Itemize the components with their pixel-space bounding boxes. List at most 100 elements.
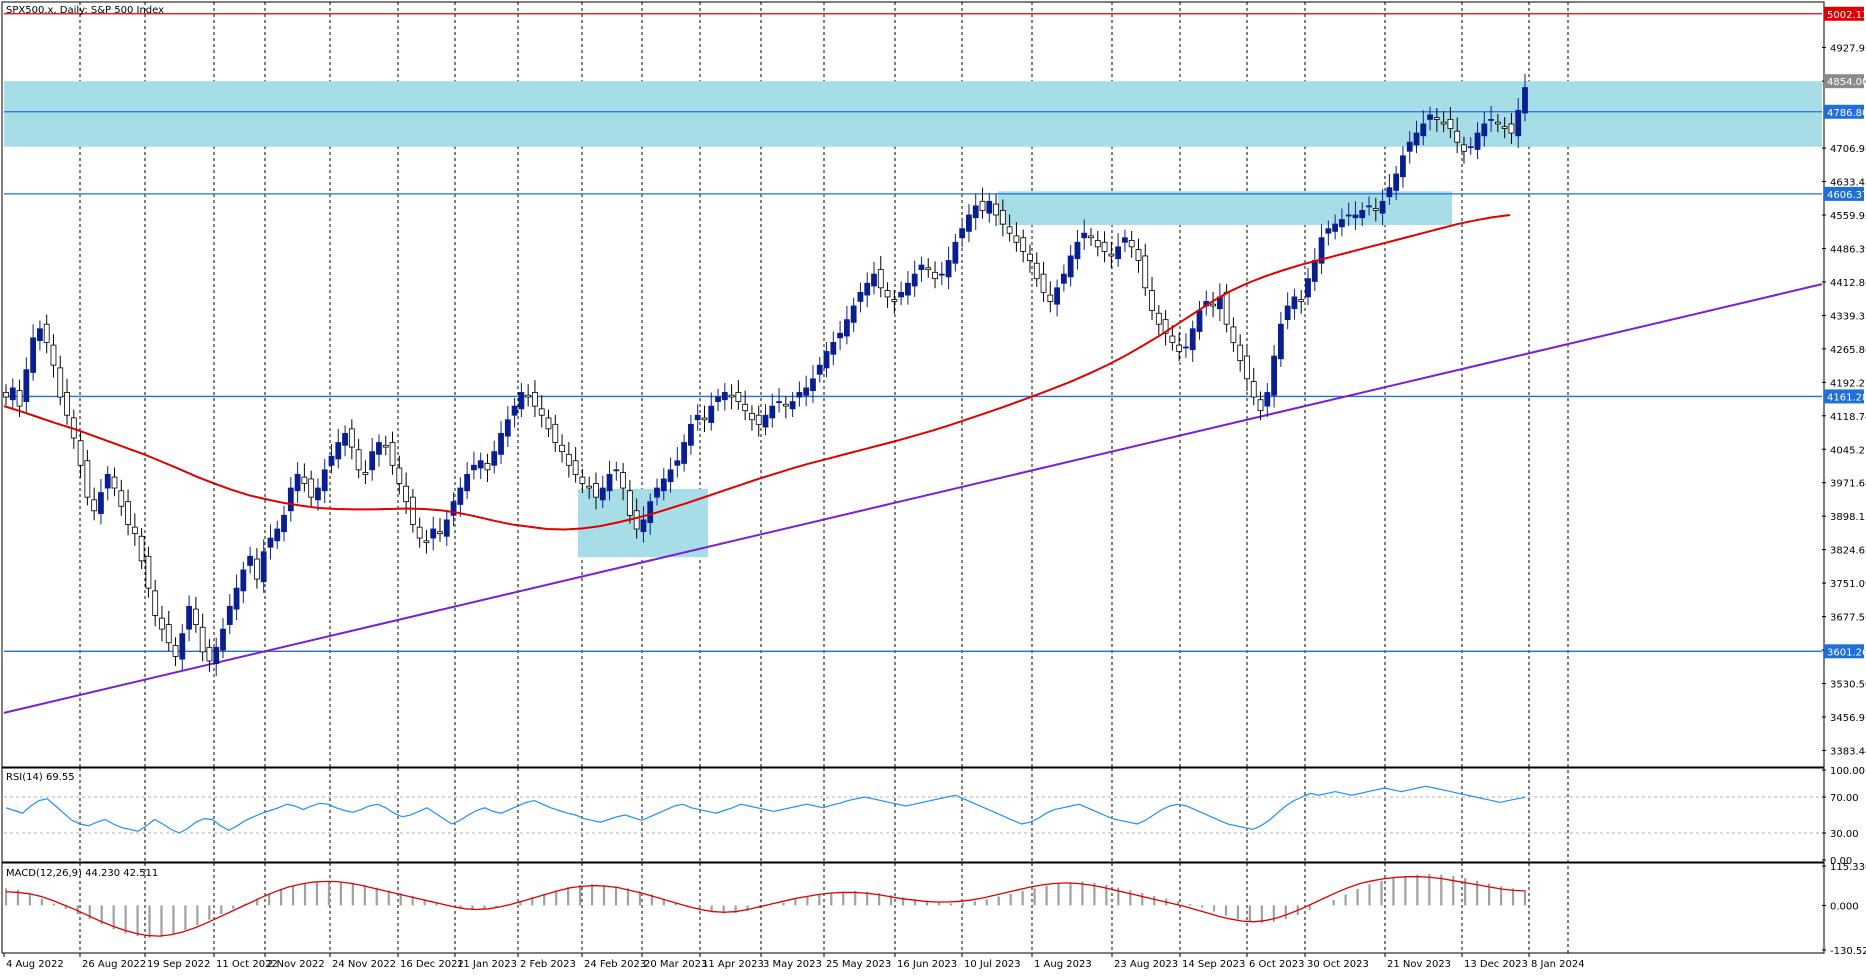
macd-tick-label: 115.330: [1830, 862, 1866, 873]
candle-body: [430, 528, 437, 539]
candle-body: [37, 328, 43, 341]
price-label-box: [1824, 644, 1864, 659]
price-tick-label: 3383.44: [1830, 746, 1866, 757]
candle-body: [498, 433, 504, 455]
candle-body: [999, 210, 1006, 225]
candle-body: [1400, 155, 1406, 178]
candle-body: [1345, 214, 1352, 217]
candle-body: [396, 467, 403, 484]
candle-body: [1298, 299, 1305, 302]
candle-body: [457, 487, 464, 505]
candles-layer: [3, 73, 1528, 676]
price-tick-label: 4486.39: [1830, 244, 1866, 255]
date-tick-label: 1 Aug 2023: [1034, 959, 1092, 970]
date-tick-label: 24 Feb 2023: [584, 959, 646, 970]
candle-body: [1386, 187, 1393, 198]
candle-body: [3, 392, 9, 398]
candle-body: [694, 414, 701, 421]
candle-body: [823, 351, 830, 369]
candle-body: [925, 267, 932, 270]
candle-body: [450, 501, 457, 516]
date-tick-label: 30 Oct 2023: [1307, 959, 1369, 970]
candle-body: [1427, 114, 1433, 120]
candle-body: [1284, 305, 1291, 321]
date-tick-label: 2 Feb 2023: [520, 959, 576, 970]
candle-body: [260, 551, 267, 583]
candle-body: [1047, 294, 1054, 302]
candle-body: [16, 390, 23, 407]
chart-title: SPX500.x, Daily: S&P 500 Index: [6, 5, 164, 16]
candle-body: [979, 200, 986, 211]
candle-body: [803, 387, 810, 396]
candle-body: [50, 344, 57, 366]
trendline: [3, 283, 1823, 714]
candle-body: [287, 487, 294, 512]
candle-body: [179, 633, 186, 660]
candle-body: [348, 428, 355, 448]
candle-body: [538, 408, 545, 416]
candle-body: [952, 241, 959, 264]
candle-body: [1122, 237, 1128, 243]
date-tick-label: 11 Oct 2022: [216, 959, 278, 970]
candle-body: [898, 291, 905, 298]
zone-box: [998, 191, 1452, 225]
candle-body: [213, 646, 220, 665]
candle-body: [281, 514, 287, 533]
candle-body: [1074, 241, 1081, 260]
price-tick-label: 4339.33: [1830, 311, 1866, 322]
price-tick-label: 4118.74: [1830, 412, 1866, 423]
candle-body: [1474, 132, 1481, 150]
candle-body: [403, 485, 409, 503]
price-tick-label: 4192.27: [1830, 378, 1866, 389]
candle-body: [43, 323, 50, 343]
candle-body: [199, 626, 206, 653]
candle-body: [742, 403, 749, 412]
candle-body: [1311, 260, 1318, 282]
candle-body: [186, 605, 192, 630]
candle-body: [111, 476, 118, 489]
candle-body: [1020, 237, 1027, 252]
candle-body: [233, 587, 240, 610]
candle-body: [159, 617, 165, 630]
candle-body: [857, 291, 864, 302]
rsi-tick-label: 0.00: [1830, 856, 1852, 867]
price-label-text: 4786.80: [1827, 108, 1866, 119]
candle-body: [1149, 290, 1155, 311]
date-tick-label: 8 Jan 2024: [1531, 959, 1585, 970]
price-label-text: 4854.00: [1827, 77, 1866, 88]
candle-body: [64, 392, 70, 416]
candle-body: [247, 555, 254, 566]
candle-body: [545, 417, 552, 430]
price-label-box: [1824, 104, 1864, 119]
candle-body: [959, 228, 966, 239]
candle-body: [877, 269, 884, 289]
candle-body: [871, 273, 877, 287]
candle-body: [240, 569, 247, 592]
candle-body: [1054, 287, 1060, 305]
candle-body: [850, 305, 857, 323]
candle-body: [308, 478, 315, 498]
date-tick-label: 23 Aug 2023: [1114, 959, 1178, 970]
candle-body: [511, 405, 518, 416]
price-tick-label: 3898.15: [1830, 512, 1866, 523]
candle-body: [423, 540, 430, 544]
candle-body: [1325, 228, 1332, 234]
candle-body: [1359, 210, 1366, 219]
candle-body: [1494, 121, 1501, 125]
candle-body: [342, 433, 348, 446]
candle-body: [945, 260, 952, 278]
candle-body: [654, 487, 660, 498]
candle-body: [993, 203, 999, 216]
candle-body: [1169, 335, 1176, 343]
candle-body: [172, 645, 179, 657]
candle-body: [301, 476, 308, 484]
candle-body: [152, 590, 159, 616]
candle-body: [328, 455, 335, 466]
price-label-text: 5002.13: [1827, 10, 1866, 21]
candle-body: [1210, 303, 1216, 307]
candle-body: [165, 624, 172, 644]
candle-body: [1406, 141, 1413, 152]
candle-body: [884, 290, 891, 298]
